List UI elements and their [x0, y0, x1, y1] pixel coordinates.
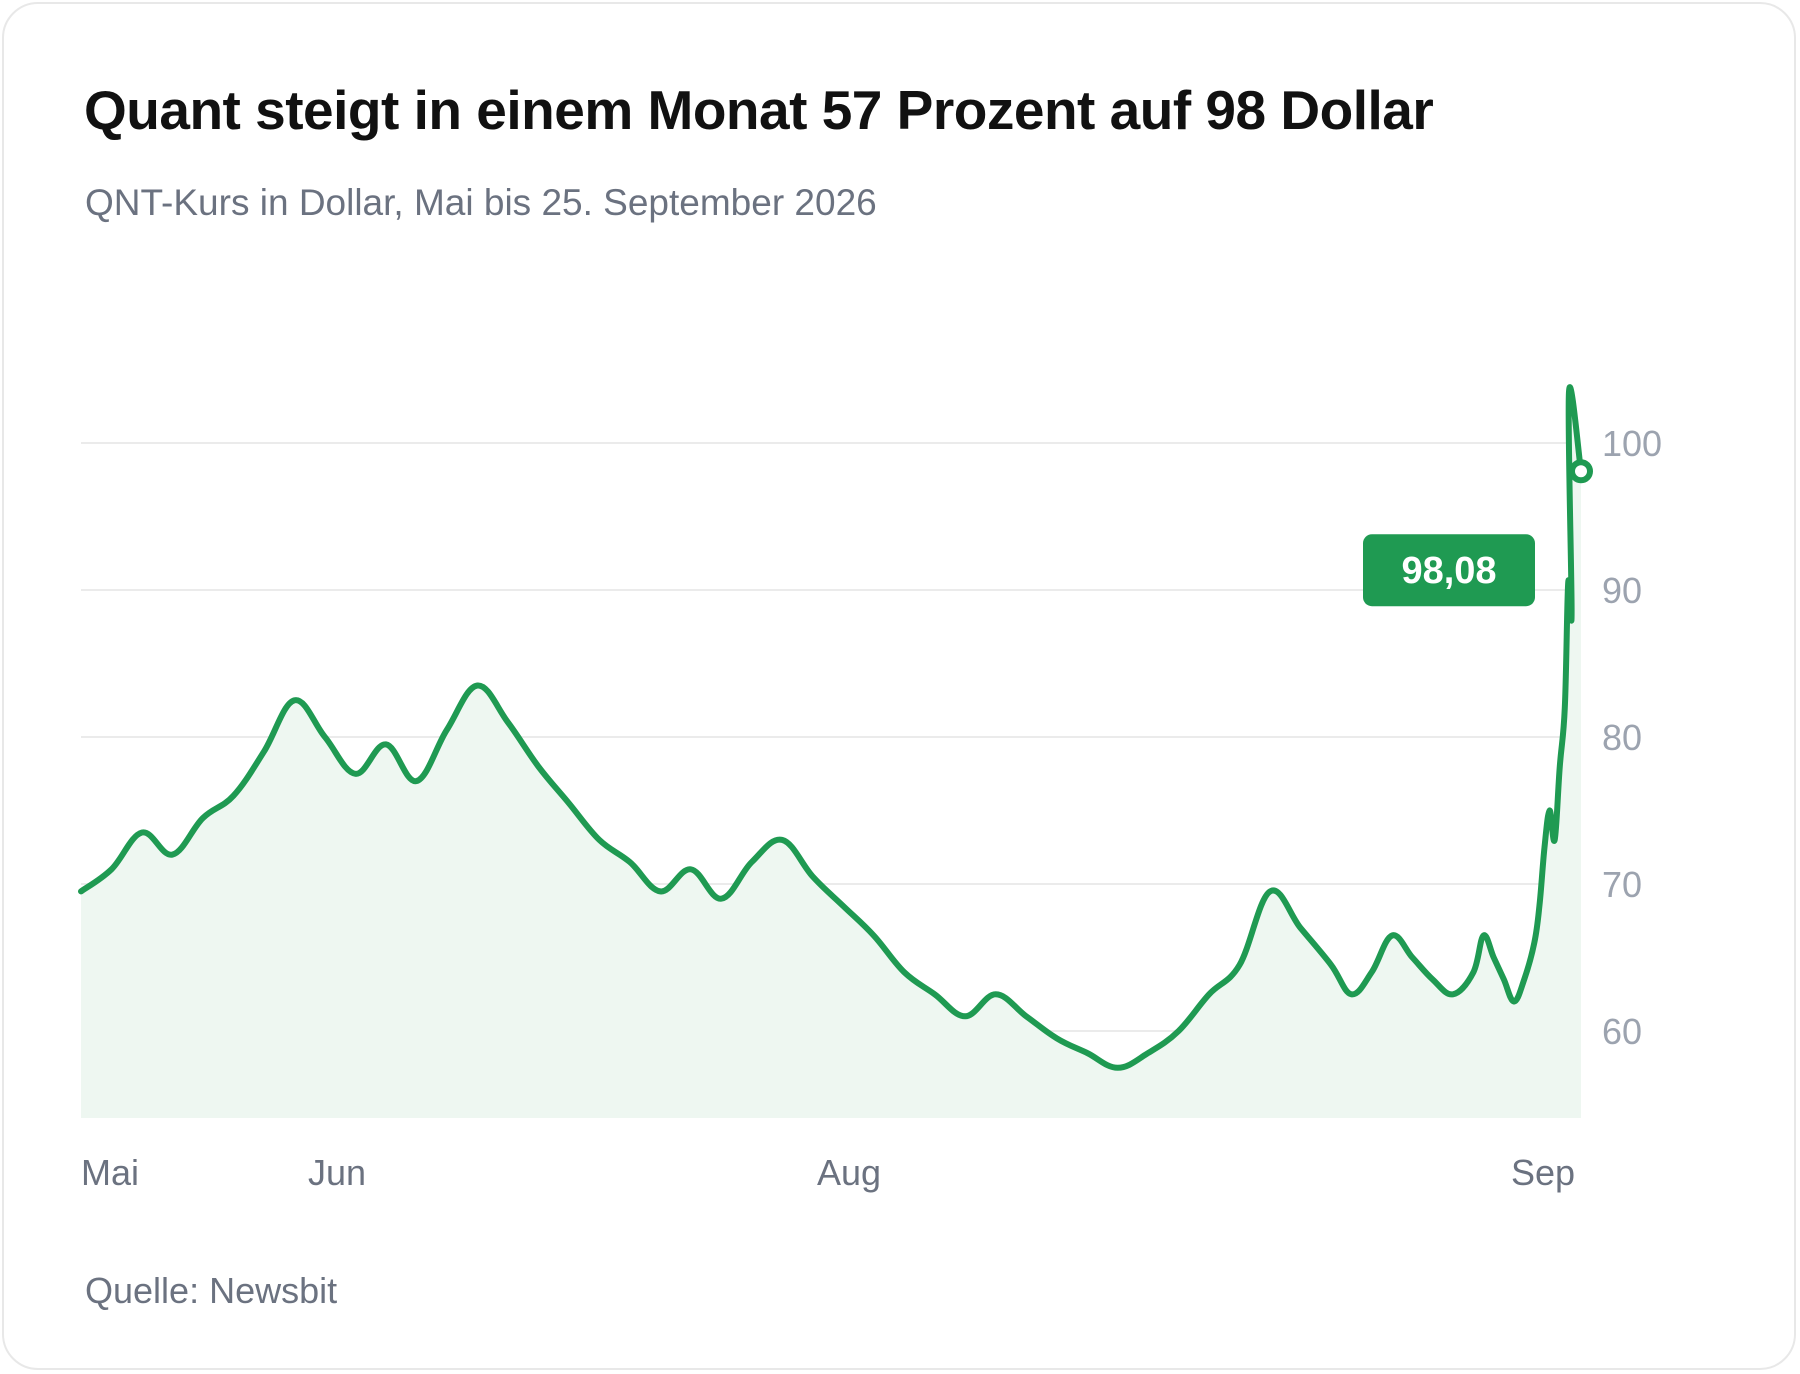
chart-title: Quant steigt in einem Monat 57 Prozent a… — [84, 79, 1434, 141]
x-tick-label-aug: Aug — [817, 1152, 881, 1193]
chart-subtitle: QNT-Kurs in Dollar, Mai bis 25. Septembe… — [85, 182, 877, 223]
y-tick-label-80: 80 — [1602, 717, 1642, 758]
y-tick-label-100: 100 — [1602, 423, 1662, 464]
last-value-badge — [1363, 534, 1535, 607]
y-tick-label-90: 90 — [1602, 570, 1642, 611]
last-value-marker — [1569, 459, 1593, 484]
chart-source: Quelle: Newsbit — [85, 1270, 338, 1311]
price-area — [81, 387, 1581, 1118]
x-tick-label-jun: Jun — [308, 1152, 366, 1193]
y-tick-label-60: 60 — [1602, 1011, 1642, 1052]
price-line — [78, 384, 1584, 1071]
x-tick-label-sep: Sep — [1511, 1152, 1575, 1193]
last-value-badge-label: 98,08 — [1401, 550, 1496, 592]
x-tick-label-mai: Mai — [81, 1152, 139, 1193]
y-tick-label-70: 70 — [1602, 864, 1642, 905]
